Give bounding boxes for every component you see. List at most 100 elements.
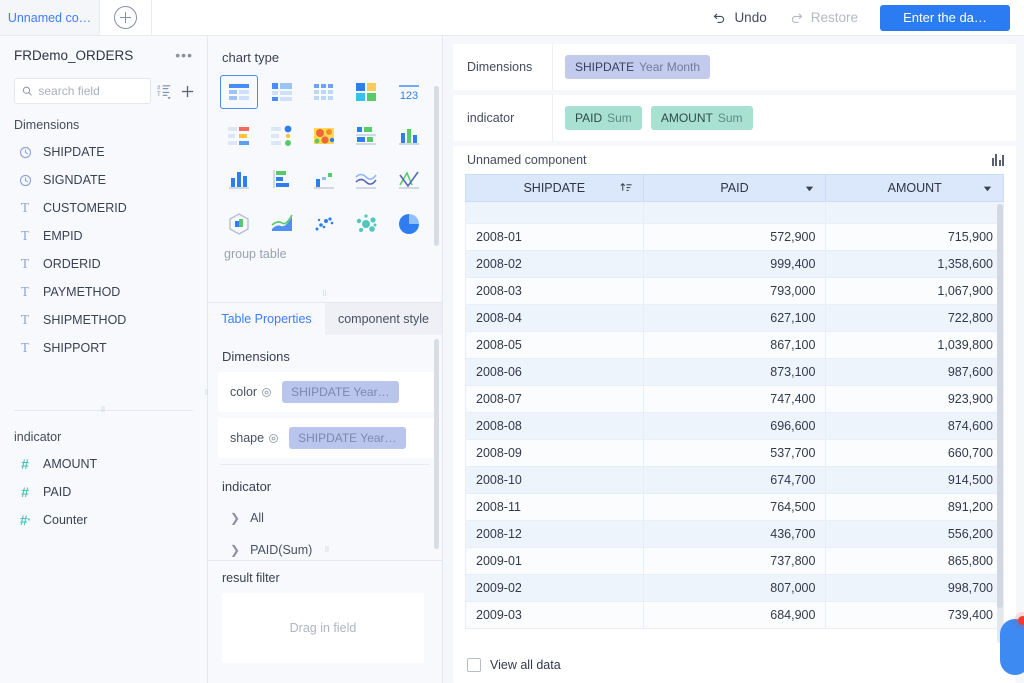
chart-type-heatmap[interactable] xyxy=(305,119,343,153)
chart-type-pie-chart[interactable] xyxy=(390,207,428,241)
field-shipport[interactable]: T SHIPPORT xyxy=(0,334,207,362)
search-input[interactable] xyxy=(38,84,143,98)
caret-down-icon[interactable] xyxy=(982,183,993,194)
properties-scrollbar[interactable] xyxy=(434,339,439,549)
table-row[interactable]: 2008-09 537,700 660,700 xyxy=(465,439,1004,467)
sort-filter-dropdown-icon[interactable]: # T xyxy=(157,83,174,100)
field-customerid[interactable]: T CUSTOMERID xyxy=(0,194,207,222)
chart-type-cross-table[interactable] xyxy=(305,75,343,109)
add-tab-button[interactable] xyxy=(100,0,152,35)
chart-type-trend-area[interactable] xyxy=(262,207,300,241)
chart-type-bubble[interactable] xyxy=(347,207,385,241)
indicator-drop-zone[interactable]: indicator PAID Sum AMOUNT Sum xyxy=(453,95,1016,141)
indicator-field-list: # AMOUNT # PAID # • Counter xyxy=(0,450,207,538)
table-row[interactable]: 2008-02 999,400 1,358,600 xyxy=(465,250,1004,278)
chart-type-3d-cube[interactable] xyxy=(220,207,258,241)
chart-type-column-chart[interactable] xyxy=(390,119,428,153)
table-row[interactable]: 2008-07 747,400 923,900 xyxy=(465,385,1004,413)
table-row[interactable]: 2008-01 572,900 715,900 xyxy=(465,223,1004,251)
chart-type-grouped-column[interactable] xyxy=(220,163,258,197)
chart-type-indicator-card[interactable] xyxy=(262,119,300,153)
field-amount[interactable]: # AMOUNT xyxy=(0,450,207,478)
properties-divider xyxy=(220,464,430,465)
3d-cube-icon xyxy=(229,213,249,235)
restore-button[interactable]: Restore xyxy=(789,10,858,25)
trend-area-icon xyxy=(271,214,293,231)
chart-type-scatter[interactable] xyxy=(305,207,343,241)
table-row[interactable]: 2009-02 807,000 998,700 xyxy=(465,574,1004,602)
component-tab[interactable]: Unnamed co… xyxy=(0,0,100,35)
column-header-paid[interactable]: PAID xyxy=(642,174,827,202)
search-box[interactable] xyxy=(14,78,151,104)
floating-action-button[interactable] xyxy=(1000,616,1024,675)
table-row[interactable]: 2008-11 764,500 891,200 xyxy=(465,493,1004,521)
grip-dots-icon[interactable]: ⠿ xyxy=(324,547,330,554)
caret-down-icon[interactable] xyxy=(804,183,815,194)
result-filter-dropzone[interactable]: Drag in field xyxy=(222,593,424,663)
property-pill-shape[interactable]: SHIPDATE Year… xyxy=(289,427,406,449)
chart-type-multi-line[interactable] xyxy=(347,163,385,197)
field-label: Counter xyxy=(43,513,88,527)
chart-type-detail-table[interactable] xyxy=(262,75,300,109)
panel-edge-grip[interactable]: ⠿ xyxy=(204,390,210,397)
tab-component-style[interactable]: component style xyxy=(325,303,442,335)
field-shipmethod[interactable]: T SHIPMETHOD xyxy=(0,306,207,334)
chip-paid[interactable]: PAID Sum xyxy=(565,106,642,130)
chart-type-aggregate-table[interactable] xyxy=(347,75,385,109)
cell-amount: 987,600 xyxy=(825,358,1004,386)
cell-shipdate: 2009-01 xyxy=(465,547,644,575)
pie-chart-icon xyxy=(398,214,419,234)
table-row[interactable]: 2008-04 627,100 722,800 xyxy=(465,304,1004,332)
field-counter[interactable]: # • Counter xyxy=(0,506,207,534)
chart-type-resize-grip[interactable]: ⠿ xyxy=(321,291,329,298)
field-orderid[interactable]: T ORDERID xyxy=(0,250,207,278)
enter-data-button[interactable]: Enter the da… xyxy=(880,4,1010,31)
add-field-icon[interactable] xyxy=(180,84,195,99)
chart-type-kpi-list[interactable] xyxy=(220,119,258,153)
tab-label: component style xyxy=(337,312,430,326)
property-pill-color[interactable]: SHIPDATE Year… xyxy=(282,381,399,403)
table-row[interactable]: 2008-05 867,100 1,039,800 xyxy=(465,331,1004,359)
field-paid[interactable]: # PAID xyxy=(0,478,207,506)
table-row[interactable]: 2009-03 684,900 739,400 xyxy=(465,601,1004,629)
ellipsis-icon[interactable]: ••• xyxy=(175,47,193,63)
field-signdate[interactable]: SIGNDATE xyxy=(0,166,207,194)
column-header-amount[interactable]: AMOUNT xyxy=(825,174,1004,202)
chart-type-area-line[interactable] xyxy=(390,163,428,197)
cell-amount: 1,358,600 xyxy=(825,250,1004,278)
table-row[interactable]: 2008-03 793,000 1,067,900 xyxy=(465,277,1004,305)
chart-type-group-table[interactable] xyxy=(220,75,259,109)
data-table-wrapper: SHIPDATE xyxy=(465,174,1004,647)
indicator-tree-paid-sum[interactable]: ❯ PAID(Sum) ⠿ xyxy=(208,534,442,560)
view-all-data-checkbox[interactable] xyxy=(467,658,481,672)
table-row[interactable]: 2009-01 737,800 865,800 xyxy=(465,547,1004,575)
chart-type-scrollbar[interactable] xyxy=(434,86,439,246)
bar-chart-toggle-icon[interactable] xyxy=(991,154,1004,166)
field-shipdate[interactable]: SHIPDATE xyxy=(0,138,207,166)
table-vertical-scrollbar[interactable] xyxy=(997,204,1003,643)
chip-shipdate[interactable]: SHIPDATE Year Month xyxy=(565,55,711,79)
chart-type-bar-chart[interactable] xyxy=(262,163,300,197)
sort-ascending-icon[interactable] xyxy=(620,182,633,195)
undo-button[interactable]: Undo xyxy=(712,10,767,25)
field-paymethod[interactable]: T PAYMETHOD xyxy=(0,278,207,306)
table-row[interactable]: 2008-10 674,700 914,500 xyxy=(465,466,1004,494)
table-row[interactable]: 2008-12 436,700 556,200 xyxy=(465,520,1004,548)
tab-table-properties[interactable]: Table Properties xyxy=(208,303,325,335)
panel-resize-divider[interactable]: ⠿ xyxy=(14,407,193,420)
dimension-field-list: SHIPDATE SIGNDATE T CUSTOMERID T EMPID xyxy=(0,138,207,366)
gear-icon[interactable] xyxy=(268,433,279,444)
chart-type-stacked-bar[interactable] xyxy=(347,119,385,153)
chip-amount[interactable]: AMOUNT Sum xyxy=(650,106,753,130)
table-row[interactable]: 2008-08 696,600 874,600 xyxy=(465,412,1004,440)
table-row[interactable]: 2008-06 873,100 987,600 xyxy=(465,358,1004,386)
dimensions-drop-zone[interactable]: Dimensions SHIPDATE Year Month xyxy=(453,44,1016,90)
chart-type-step-chart[interactable] xyxy=(305,163,343,197)
gear-icon[interactable] xyxy=(261,387,272,398)
property-row-color: color SHIPDATE Year… xyxy=(218,372,436,412)
cell-shipdate: 2008-06 xyxy=(465,358,644,386)
indicator-tree-all[interactable]: ❯ All xyxy=(208,502,442,534)
field-empid[interactable]: T EMPID xyxy=(0,222,207,250)
column-header-shipdate[interactable]: SHIPDATE xyxy=(465,174,644,202)
chart-type-number[interactable]: 123 xyxy=(390,75,428,109)
